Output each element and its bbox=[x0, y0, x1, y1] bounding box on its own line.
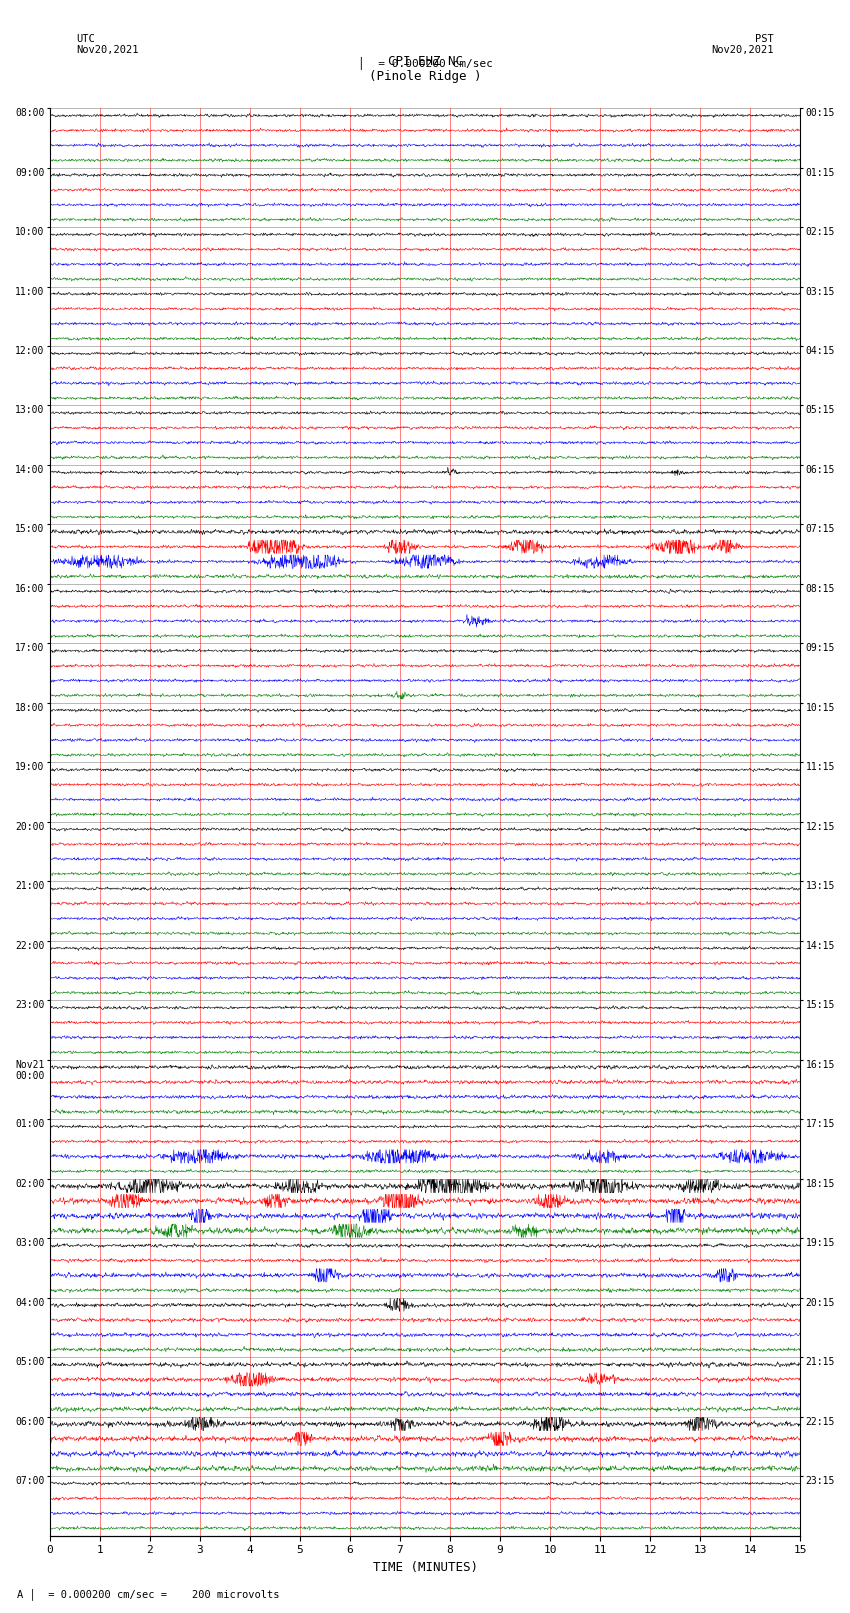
Text: │  = 0.000200 cm/sec: │ = 0.000200 cm/sec bbox=[358, 56, 492, 69]
Text: A │  = 0.000200 cm/sec =    200 microvolts: A │ = 0.000200 cm/sec = 200 microvolts bbox=[17, 1589, 280, 1600]
Text: UTC
Nov20,2021: UTC Nov20,2021 bbox=[76, 34, 139, 55]
Text: PST
Nov20,2021: PST Nov20,2021 bbox=[711, 34, 774, 55]
Title: CPI EHZ NC
(Pinole Ridge ): CPI EHZ NC (Pinole Ridge ) bbox=[369, 55, 481, 84]
X-axis label: TIME (MINUTES): TIME (MINUTES) bbox=[372, 1561, 478, 1574]
